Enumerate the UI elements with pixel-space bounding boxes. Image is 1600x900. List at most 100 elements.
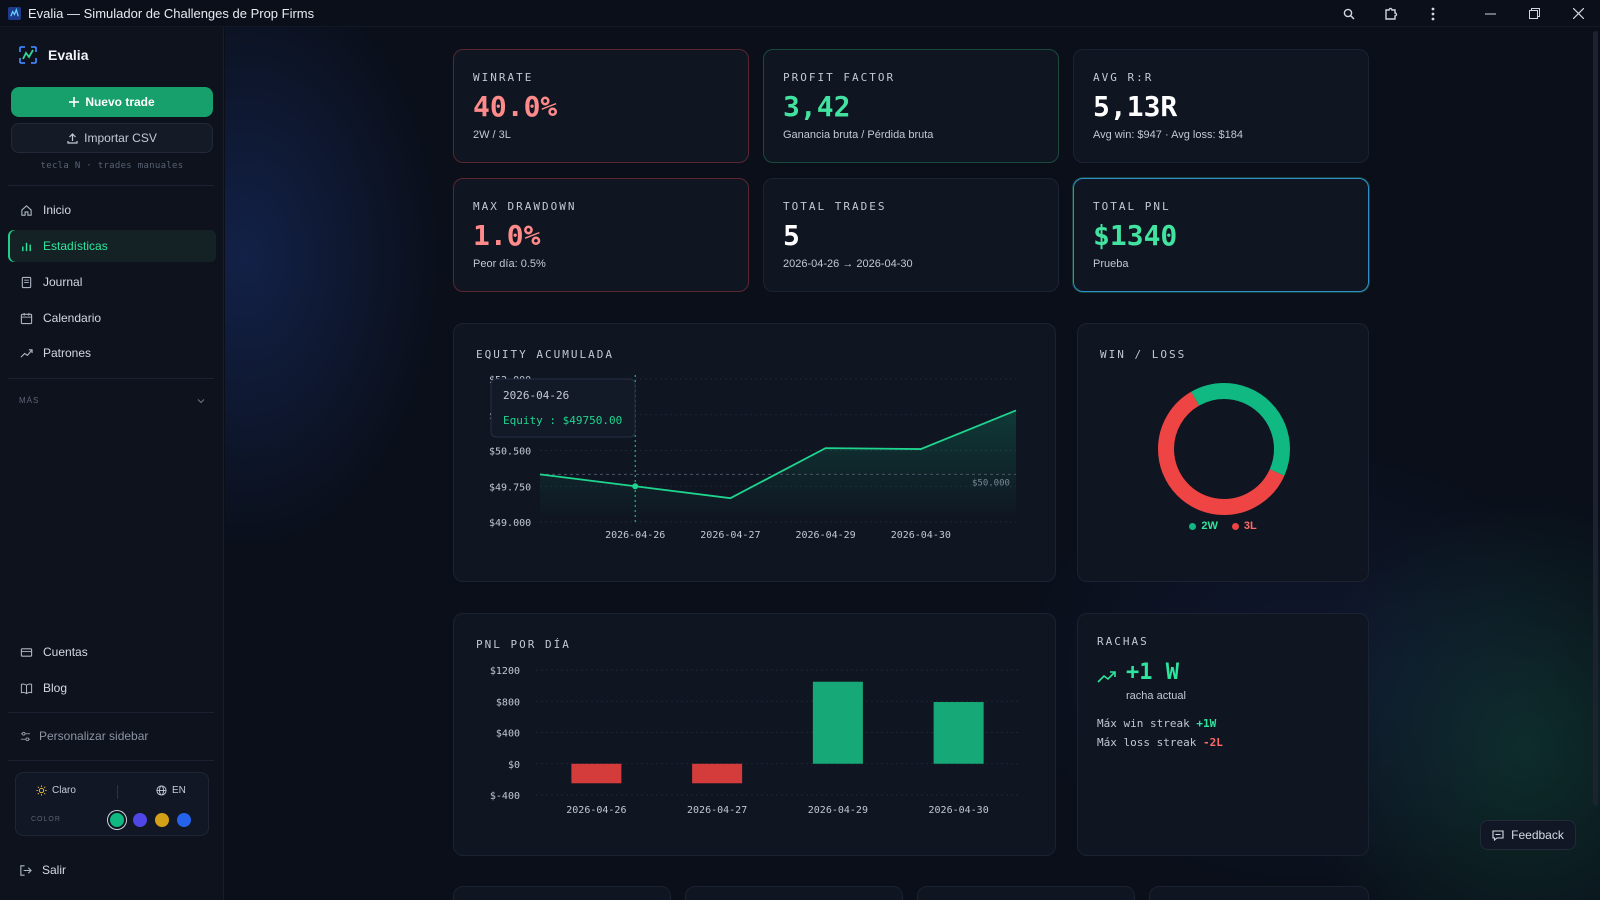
win-loss-panel: WIN / LOSS 2W 3L <box>1077 323 1369 582</box>
total-trades-sub: 2026-04-26 → 2026-04-30 <box>783 258 913 270</box>
win-loss-title: WIN / LOSS <box>1100 348 1187 361</box>
more-icon[interactable] <box>1412 0 1454 27</box>
x-tick-label: 2026-04-26 <box>605 530 665 541</box>
color-swatch-green[interactable] <box>110 813 124 827</box>
feedback-button[interactable]: Feedback <box>1480 820 1576 850</box>
theme-label: Claro <box>52 785 76 796</box>
avg-rr-label: AVG R:R <box>1093 71 1154 84</box>
language-toggle[interactable]: EN <box>156 785 186 796</box>
globe-icon <box>156 785 167 796</box>
logout-label: Salir <box>42 863 67 877</box>
nav-inicio[interactable]: Inicio <box>8 194 216 226</box>
max-win-streak: Máx win streak +1W <box>1097 717 1216 730</box>
home-icon <box>21 204 32 216</box>
close-icon[interactable] <box>1556 0 1600 27</box>
winrate-label: WINRATE <box>473 71 534 84</box>
legend-win-label: 2W <box>1201 520 1218 532</box>
logout-icon <box>20 864 32 876</box>
max-loss-streak-value: -2L <box>1202 736 1223 749</box>
total-pnl-card: TOTAL PNL $1340 Prueba <box>1073 178 1369 292</box>
total-pnl-sub: Prueba <box>1093 258 1129 270</box>
tooltip-box <box>490 378 636 438</box>
search-icon[interactable] <box>1328 0 1370 27</box>
total-trades-value: 5 <box>783 219 800 252</box>
divider <box>8 378 214 379</box>
max-win-streak-value: +1W <box>1196 717 1217 730</box>
nav-patrones[interactable]: Patrones <box>8 337 216 369</box>
sidebar: Evalia Nuevo trade Importar CSV tecla N … <box>0 27 224 900</box>
divider <box>8 712 214 713</box>
x-tick-label: 2026-04-29 <box>808 805 868 816</box>
avg-rr-value: 5,13R <box>1093 90 1178 123</box>
y-tick-label: $1200 <box>490 666 520 677</box>
logout-button[interactable]: Salir <box>19 863 66 877</box>
max-loss-streak-label: Máx loss streak <box>1097 736 1197 749</box>
preferences-panel: Claro EN COLOR <box>15 772 209 836</box>
shortcut-hint: tecla N · trades manuales <box>40 161 184 171</box>
new-trade-label: Nuevo trade <box>85 95 155 109</box>
equity-chart[interactable]: $49.000$49.750$50.500$51.250$52.000$50.0… <box>454 324 1057 583</box>
equity-panel: EQUITY ACUMULADA $49.000 $49.750 $50.500 $5… <box>453 323 1056 582</box>
main-content: WINRATE 40.0% 2W / 3L PROFIT FACTOR 3,42… <box>225 27 1600 900</box>
nav-estadisticas[interactable]: Estadísticas <box>8 230 216 262</box>
import-csv-button[interactable]: Importar CSV <box>11 123 213 153</box>
win-loss-donut[interactable] <box>1078 324 1370 583</box>
bottom-card <box>685 886 903 900</box>
total-pnl-label: TOTAL PNL <box>1093 200 1171 213</box>
import-csv-label: Importar CSV <box>84 131 157 145</box>
pnl-day-chart[interactable]: $-400 $0 $400 $800 $1200 2026-04-26 2026-04-27… <box>454 614 1057 857</box>
bottom-card <box>1149 886 1369 900</box>
nav-cuentas[interactable]: Cuentas <box>8 636 216 668</box>
profit-factor-label: PROFIT FACTOR <box>783 71 896 84</box>
max-drawdown-card: MAX DRAWDOWN 1.0% Peor día: 0.5% <box>453 178 749 292</box>
chevron-down-icon <box>197 398 205 403</box>
profit-factor-sub: Ganancia bruta / Pérdida bruta <box>783 129 934 141</box>
calendar-icon <box>20 312 33 324</box>
avg-rr-card: AVG R:R 5,13R Avg win: $947 · Avg loss: … <box>1073 49 1369 163</box>
equity-point <box>632 483 639 490</box>
window-titlebar: Evalia — Simulador de Challenges de Prop… <box>0 0 1600 27</box>
max-loss-streak: Máx loss streak -2L <box>1097 736 1223 749</box>
color-label: COLOR <box>31 816 61 823</box>
nav-journal-label: Journal <box>43 275 83 289</box>
nav-inicio-label: Inicio <box>43 203 72 217</box>
window-title: Evalia — Simulador de Challenges de Prop… <box>28 5 315 21</box>
open-book-icon <box>20 683 33 694</box>
nav-patrones-label: Patrones <box>43 346 92 360</box>
color-swatch-gold[interactable] <box>155 813 169 827</box>
profit-factor-value: 3,42 <box>783 90 851 123</box>
nav-blog[interactable]: Blog <box>8 672 216 704</box>
y-tick-label: $49.750 <box>489 482 531 493</box>
pnl-bar <box>812 681 863 764</box>
new-trade-button[interactable]: Nuevo trade <box>11 87 213 117</box>
current-streak-value: +1 W <box>1126 660 1179 685</box>
divider <box>117 785 118 799</box>
y-tick-label: $400 <box>496 729 520 740</box>
scrollbar[interactable] <box>1593 31 1598 806</box>
y-tick-label: $0 <box>508 760 520 771</box>
sun-icon <box>36 785 47 796</box>
customize-sidebar-button[interactable]: Personalizar sidebar <box>20 729 148 743</box>
sliders-icon <box>20 731 31 741</box>
y-tick-label: $50.500 <box>489 447 531 458</box>
color-swatch-indigo[interactable] <box>133 813 147 827</box>
nav-calendario[interactable]: Calendario <box>8 302 216 334</box>
nav-journal[interactable]: Journal <box>8 266 216 298</box>
profit-factor-card: PROFIT FACTOR 3,42 Ganancia bruta / Pérd… <box>763 49 1059 163</box>
winrate-sub: 2W / 3L <box>473 129 511 141</box>
color-swatch-blue[interactable] <box>177 813 191 827</box>
minimize-icon[interactable] <box>1468 0 1512 27</box>
extension-icon[interactable] <box>1370 0 1412 27</box>
avg-rr-sub: Avg win: $947 · Avg loss: $184 <box>1093 129 1244 141</box>
max-drawdown-sub: Peor día: 0.5% <box>473 258 546 270</box>
divider <box>8 185 214 186</box>
theme-toggle[interactable]: Claro <box>36 785 76 796</box>
pnl-day-panel: PNL POR DÍA $-400 $0 $400 $800 $1200 2026-04-… <box>453 613 1056 856</box>
language-label: EN <box>172 785 186 796</box>
book-icon <box>21 276 32 288</box>
more-section-toggle[interactable]: MÁS <box>19 396 205 405</box>
x-tick-label: 2026-04-27 <box>700 530 760 541</box>
brand[interactable]: Evalia <box>18 45 88 65</box>
restore-icon[interactable] <box>1512 0 1556 27</box>
equity-area <box>540 410 1016 522</box>
